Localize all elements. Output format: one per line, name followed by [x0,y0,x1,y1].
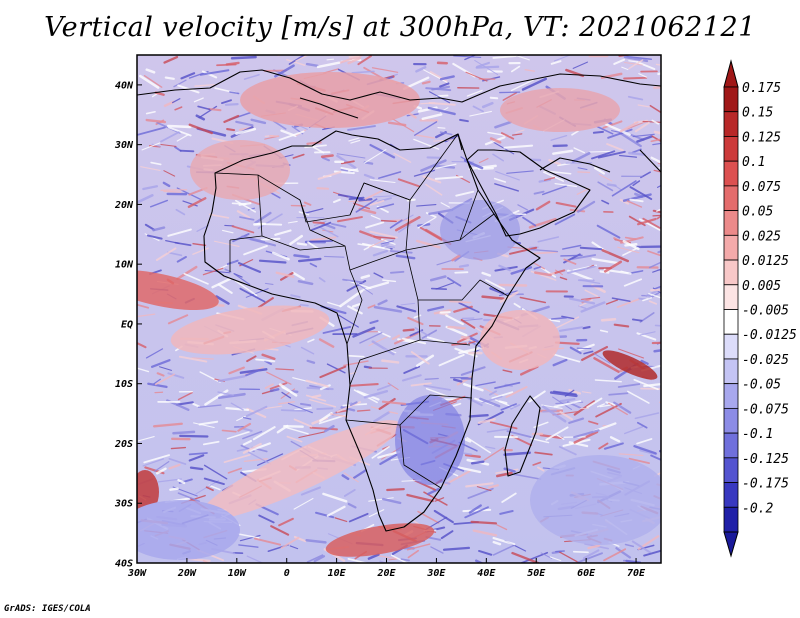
colorbar-label: 0.1 [742,155,765,170]
lon-tick-label: 70E [627,568,646,579]
colorbar-swatch [723,482,739,508]
colorbar-label: 0.025 [742,229,781,244]
lon-tick-label: 60E [577,568,596,579]
colorbar-swatch [723,506,739,533]
colorbar-label: 0.05 [742,205,773,220]
lat-tick-label: 40N [115,80,134,91]
colorbar-swatch [723,432,739,459]
lat-tick-label: 30S [114,499,133,510]
lon-tick-label: 30W [127,568,147,579]
grads-credit: GrADS: IGES/COLA [4,604,91,614]
lat-tick-label: EQ [121,319,133,330]
lon-tick-label: 30E [426,568,446,579]
lon-tick-label: 40E [477,568,496,579]
lat-tick-label: 40S [115,559,133,570]
colorbar-label: -0.1 [742,427,773,442]
lat-tick-label: 20S [114,439,133,450]
plot-frame [136,54,662,564]
colorbar-label: -0.0125 [742,328,797,343]
colorbar-label: -0.025 [742,353,789,368]
lon-tick-label: 20E [376,568,396,579]
colorbar-swatch [723,407,739,434]
colorbar-label: 0.005 [742,279,781,294]
colorbar-label: -0.005 [742,304,789,319]
colorbar-swatch [723,185,739,212]
colorbar-swatch [723,111,739,137]
colorbar-swatch [723,259,739,286]
colorbar-swatch [723,234,739,261]
colorbar-label: 0.175 [742,81,781,96]
colorbar-swatch [723,210,739,236]
colorbar-label: 0.0125 [742,254,789,269]
colorbar-label: -0.125 [742,452,789,467]
colorbar-swatch [723,457,739,483]
colorbar-swatch [723,358,739,385]
colorbar-swatch [723,160,739,187]
colorbar-swatch [723,309,739,335]
colorbar-swatch [723,333,739,360]
map-title: Vertical velocity [m/s] at 300hPa, VT: 2… [44,12,756,43]
lon-tick-label: 20W [177,568,197,579]
coastlines-and-borders [137,69,661,532]
lat-tick-label: 30N [114,140,134,151]
colorbar-top-arrow [723,59,739,88]
lon-tick-label: 10W [228,568,247,579]
lat-tick-label: 10N [115,260,134,271]
colorbar-label: -0.175 [742,477,789,492]
colorbar-swatch [723,86,739,113]
lat-tick-label: 10S [115,379,133,390]
colorbar-swatch [723,383,739,409]
colorbar-swatch [723,284,739,310]
colorbar-bottom-arrow [723,531,739,558]
lon-tick-label: 0 [284,568,290,579]
colorbar-label: 0.125 [742,130,781,145]
colorbar-label: -0.075 [742,402,789,417]
colorbar-label: 0.075 [742,180,781,195]
colorbar-label: 0.15 [742,106,773,121]
lat-tick-label: 20N [114,200,134,211]
velocity-field [137,55,661,563]
colorbar-swatch [723,136,739,162]
colorbar-label: -0.2 [742,501,773,516]
colorbar-label: -0.05 [742,378,781,393]
colorbar: 0.175 0.15 0.125 0.1 0.075 0.05 0.025 0.0125 0.0… [723,59,797,558]
lon-tick-label: 50E [527,568,546,579]
lon-tick-label: 10E [328,568,347,579]
